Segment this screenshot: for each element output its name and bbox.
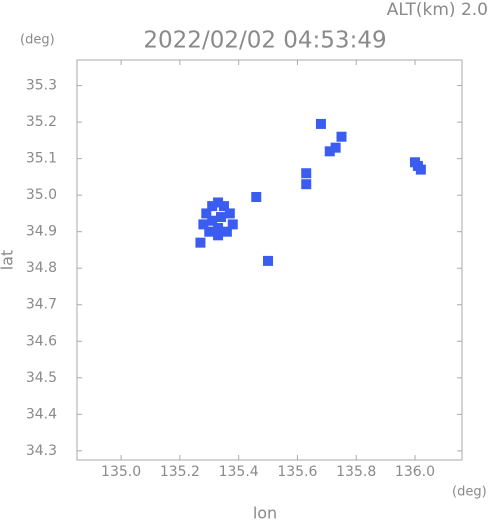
y-unit: (deg) [20, 33, 55, 48]
y-tick-label: 34.5 [26, 370, 57, 386]
y-tick-label: 34.7 [26, 297, 57, 313]
echo-cell [195, 237, 206, 248]
echo-cell [315, 118, 326, 129]
x-tick-label: 135.8 [336, 464, 376, 480]
x-unit: (deg) [452, 485, 487, 500]
y-tick-label: 34.9 [26, 224, 57, 240]
echo-cell [218, 201, 229, 212]
y-tick-label: 34.3 [26, 443, 57, 459]
echo-cell [207, 215, 218, 226]
echo-cell [201, 208, 212, 219]
echo-cell [216, 212, 227, 223]
x-tick-label: 135.4 [219, 464, 259, 480]
x-axis-label: lon [253, 504, 277, 522]
y-tick-label: 34.6 [26, 333, 57, 349]
y-tick-label: 35.0 [26, 187, 57, 203]
echo-cell [224, 208, 235, 219]
y-tick-label: 35.3 [26, 78, 57, 94]
echo-cell [213, 197, 224, 208]
echo-cell [409, 157, 420, 168]
chart-title: 2022/02/02 04:53:49 [143, 28, 386, 54]
echo-cell [213, 230, 224, 241]
echo-cell [251, 191, 262, 202]
echo-cell [324, 146, 335, 157]
echo-cell [415, 164, 426, 175]
y-axis-label: lat [0, 250, 17, 271]
echo-cell [301, 179, 312, 190]
altitude-label: ALT(km) 2.0 [387, 0, 488, 20]
plot-frame [76, 59, 463, 461]
echo-cell [221, 226, 232, 237]
x-tick-label: 135.6 [277, 464, 317, 480]
y-tick-label: 35.2 [26, 114, 57, 130]
echo-cell [207, 201, 218, 212]
y-tick-label: 34.8 [26, 260, 57, 276]
echo-cell [227, 219, 238, 230]
echo-cell [263, 255, 274, 266]
echo-cell [204, 226, 215, 237]
echo-cell [301, 168, 312, 179]
echo-cell [330, 142, 341, 153]
y-tick-label: 34.4 [26, 406, 57, 422]
echo-cell [336, 131, 347, 142]
x-tick-label: 135.2 [160, 464, 200, 480]
y-tick-label: 35.1 [26, 151, 57, 167]
echo-cell [198, 219, 209, 230]
echo-cell [213, 223, 224, 234]
x-tick-label: 135.0 [101, 464, 141, 480]
x-tick-label: 136.0 [395, 464, 435, 480]
